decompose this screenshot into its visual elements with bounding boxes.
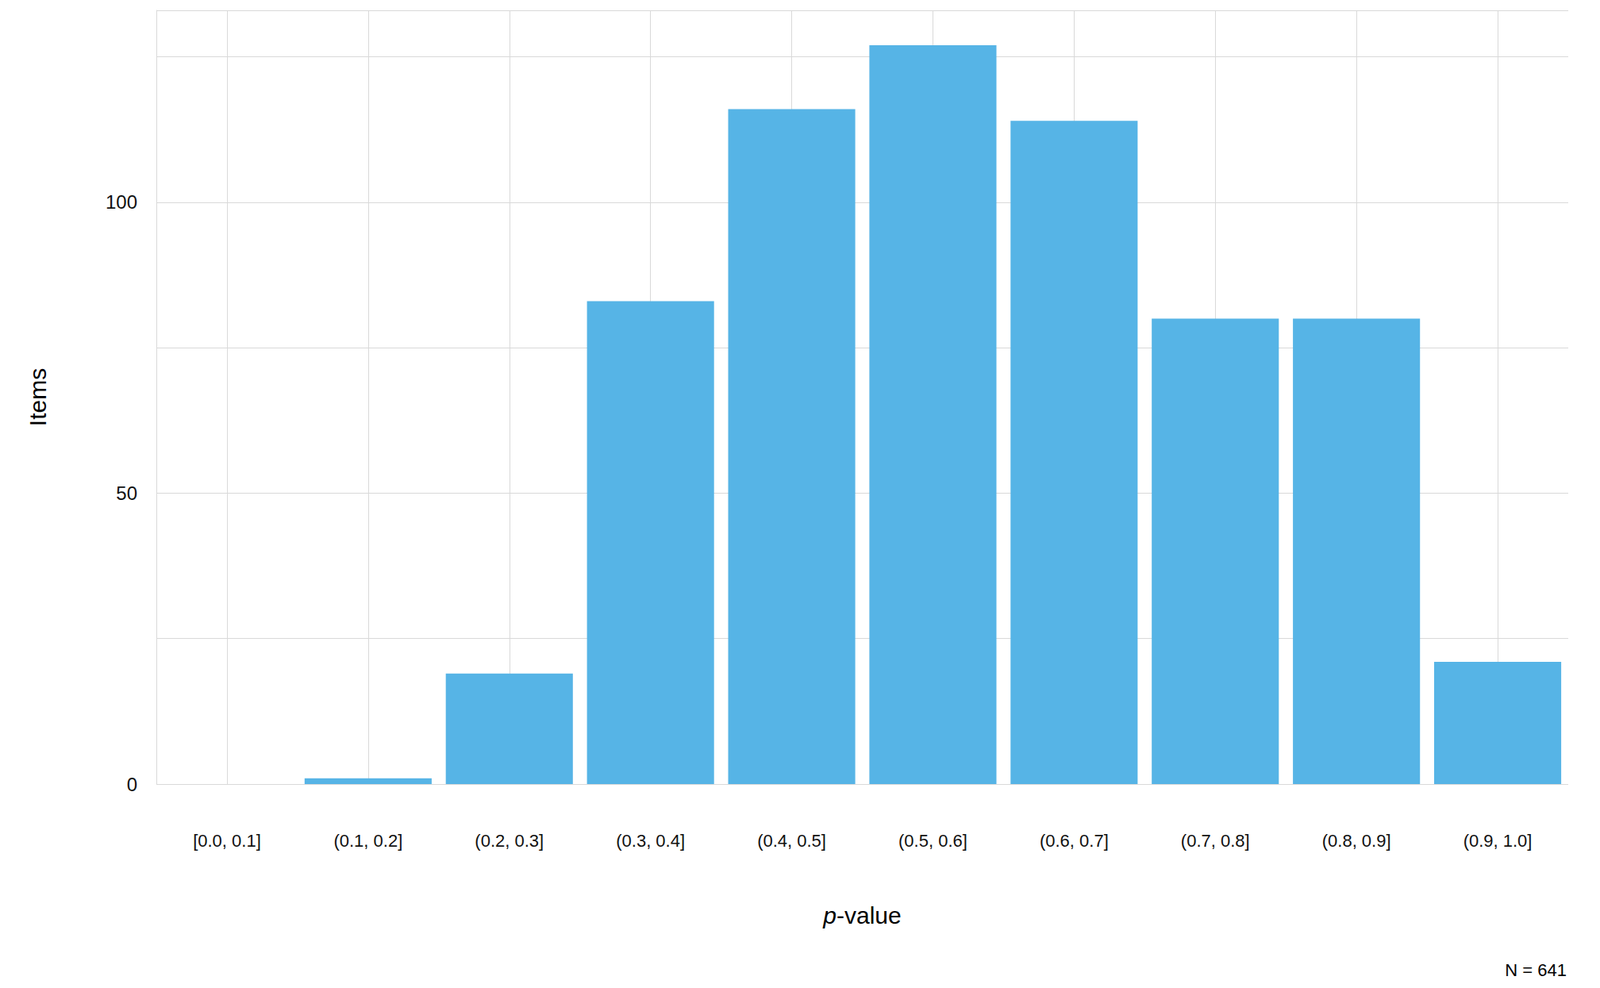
svg-text:(0.6, 0.7]: (0.6, 0.7] [1039,830,1109,851]
svg-text:-value: -value [836,902,902,929]
svg-text:0: 0 [126,773,138,796]
svg-text:p: p [822,902,837,929]
svg-text:(0.2, 0.3]: (0.2, 0.3] [474,830,544,851]
svg-text:N = 641: N = 641 [1504,960,1567,981]
svg-text:(0.8, 0.9]: (0.8, 0.9] [1322,830,1392,851]
svg-text:(0.7, 0.8]: (0.7, 0.8] [1180,830,1250,851]
svg-text:Items: Items [24,368,51,427]
svg-text:(0.1, 0.2]: (0.1, 0.2] [333,830,403,851]
svg-text:(0.9, 1.0]: (0.9, 1.0] [1463,830,1533,851]
svg-text:[0.0, 0.1]: [0.0, 0.1] [192,830,262,851]
svg-text:50: 50 [115,482,138,504]
svg-text:(0.5, 0.6]: (0.5, 0.6] [898,830,968,851]
svg-text:100: 100 [105,191,138,213]
svg-text:(0.3, 0.4]: (0.3, 0.4] [615,830,685,851]
svg-text:(0.4, 0.5]: (0.4, 0.5] [757,830,827,851]
